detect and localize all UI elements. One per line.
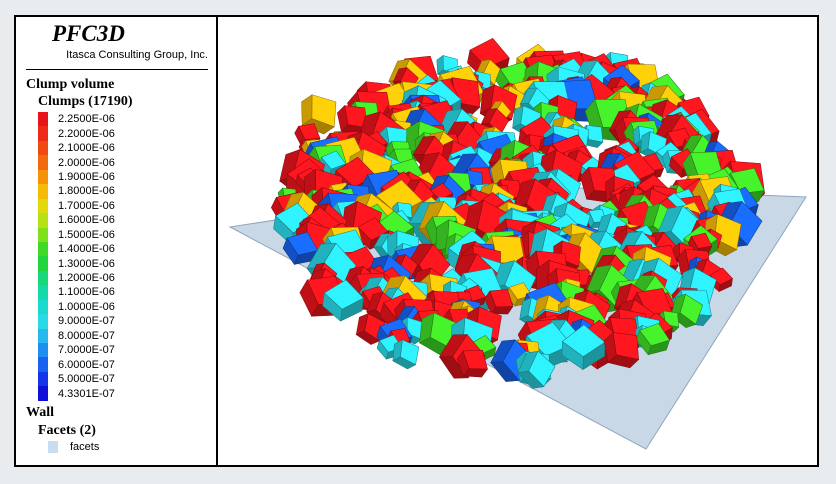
scale-value: 2.0000E-06 xyxy=(58,156,115,169)
scale-value: 1.2000E-06 xyxy=(58,272,115,285)
scale-swatch xyxy=(38,371,48,387)
model-viewport[interactable] xyxy=(218,17,817,465)
scale-entry: 1.3000E-06 xyxy=(38,256,115,271)
scale-swatch xyxy=(38,126,48,141)
scale-entry: 5.0000E-07 xyxy=(38,371,115,387)
scale-entry: 1.4000E-06 xyxy=(38,241,115,257)
legend-divider xyxy=(26,69,208,70)
clump xyxy=(670,293,704,328)
scale-entry: 1.2000E-06 xyxy=(38,270,115,286)
scale-swatch xyxy=(38,314,48,329)
scale-swatch xyxy=(38,270,48,286)
scale-entry: 1.6000E-06 xyxy=(38,213,115,228)
scale-entry: 2.1000E-06 xyxy=(38,140,115,156)
scale-swatch xyxy=(38,140,48,156)
scale-value: 1.7000E-06 xyxy=(58,199,115,212)
scale-swatch xyxy=(38,213,48,228)
scale-entry: 1.5000E-06 xyxy=(38,227,115,242)
scale-entry: 6.0000E-07 xyxy=(38,357,115,372)
scale-value: 1.3000E-06 xyxy=(58,257,115,270)
clump-scene xyxy=(228,37,807,450)
scale-value: 1.9000E-06 xyxy=(58,170,115,183)
scale-entry: 1.0000E-06 xyxy=(38,299,115,315)
scale-value: 2.2000E-06 xyxy=(58,127,115,140)
clump xyxy=(392,339,420,370)
color-scale: 2.2500E-06 2.2000E-06 2.1000E-06 2.0000E-06… xyxy=(38,112,115,401)
scale-swatch xyxy=(38,343,48,358)
scale-value: 1.0000E-06 xyxy=(58,300,115,313)
legend-panel: PFC3D Itasca Consulting Group, Inc. Clum… xyxy=(16,17,218,465)
scale-entry: 9.0000E-07 xyxy=(38,314,115,329)
scale-swatch xyxy=(38,112,48,127)
scale-value: 1.1000E-06 xyxy=(58,286,115,299)
scale-entry: 2.2500E-06 xyxy=(38,112,115,127)
scale-value: 4.3301E-07 xyxy=(58,387,115,400)
app-title: PFC3D xyxy=(52,21,125,46)
scale-swatch xyxy=(38,328,48,343)
scale-swatch xyxy=(38,198,48,214)
scale-swatch xyxy=(38,256,48,271)
clumps-heading: Clumps (17190) xyxy=(38,94,133,109)
scale-value: 2.1000E-06 xyxy=(58,142,115,155)
scale-swatch xyxy=(38,386,48,401)
clump xyxy=(301,94,337,135)
scale-swatch xyxy=(38,169,48,185)
scale-entry: 1.9000E-06 xyxy=(38,169,115,185)
clump xyxy=(517,350,556,389)
scale-entry: 2.2000E-06 xyxy=(38,126,115,141)
scale-value: 8.0000E-07 xyxy=(58,329,115,342)
wall-heading: Wall xyxy=(26,405,55,420)
scale-swatch xyxy=(38,227,48,242)
clump xyxy=(355,313,386,345)
facet-legend-item: facets xyxy=(48,441,99,453)
scale-value: 2.2500E-06 xyxy=(58,113,115,126)
scale-entry: 2.0000E-06 xyxy=(38,155,115,170)
scale-value: 9.0000E-07 xyxy=(58,315,115,328)
clump xyxy=(456,350,489,378)
scale-value: 5.0000E-07 xyxy=(58,373,115,386)
app-subtitle: Itasca Consulting Group, Inc. xyxy=(66,49,208,61)
scale-swatch xyxy=(38,299,48,315)
scale-swatch xyxy=(38,155,48,170)
scale-entry: 4.3301E-07 xyxy=(38,386,115,401)
scale-value: 1.5000E-06 xyxy=(58,228,115,241)
scale-value: 1.8000E-06 xyxy=(58,185,115,198)
scale-swatch xyxy=(38,357,48,372)
clump xyxy=(322,279,364,322)
facets-heading: Facets (2) xyxy=(38,423,96,438)
scale-value: 1.6000E-06 xyxy=(58,214,115,227)
facet-swatch xyxy=(48,441,58,453)
clump-particles xyxy=(270,37,766,389)
scale-swatch xyxy=(38,241,48,257)
scale-entry: 1.1000E-06 xyxy=(38,285,115,300)
clump-volume-heading: Clump volume xyxy=(26,77,115,92)
scale-value: 6.0000E-07 xyxy=(58,358,115,371)
scale-entry: 8.0000E-07 xyxy=(38,328,115,343)
clump xyxy=(603,331,640,369)
clump xyxy=(636,322,670,356)
scale-entry: 7.0000E-07 xyxy=(38,343,115,358)
scale-value: 7.0000E-07 xyxy=(58,344,115,357)
scale-entry: 1.7000E-06 xyxy=(38,198,115,214)
scale-entry: 1.8000E-06 xyxy=(38,184,115,199)
plot-frame: PFC3D Itasca Consulting Group, Inc. Clum… xyxy=(14,15,819,467)
clump xyxy=(282,231,319,265)
facet-label: facets xyxy=(70,441,100,453)
scale-swatch xyxy=(38,184,48,199)
scale-value: 1.4000E-06 xyxy=(58,243,115,256)
scale-swatch xyxy=(38,285,48,300)
